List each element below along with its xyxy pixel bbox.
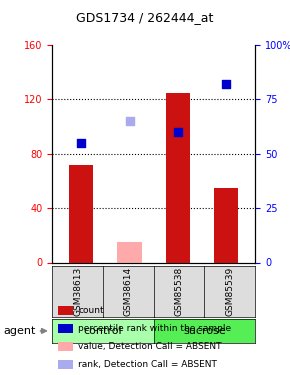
Text: percentile rank within the sample: percentile rank within the sample [78, 324, 231, 333]
Text: GSM85538: GSM85538 [175, 267, 184, 316]
Text: GSM38614: GSM38614 [124, 267, 133, 316]
Point [175, 129, 180, 135]
Bar [166, 93, 190, 262]
Bar [117, 242, 142, 262]
Text: GDS1734 / 262444_at: GDS1734 / 262444_at [76, 11, 214, 24]
Text: sucrose: sucrose [183, 326, 226, 336]
Text: rank, Detection Call = ABSENT: rank, Detection Call = ABSENT [78, 360, 217, 369]
Point [127, 118, 132, 124]
Text: GSM85539: GSM85539 [225, 267, 234, 316]
Text: value, Detection Call = ABSENT: value, Detection Call = ABSENT [78, 342, 222, 351]
Point [79, 140, 84, 146]
Text: agent: agent [3, 326, 35, 336]
Text: control: control [84, 326, 122, 336]
Bar [214, 188, 238, 262]
Text: GSM38613: GSM38613 [73, 267, 82, 316]
Point [224, 81, 229, 87]
Text: count: count [78, 306, 104, 315]
Bar [69, 165, 93, 262]
